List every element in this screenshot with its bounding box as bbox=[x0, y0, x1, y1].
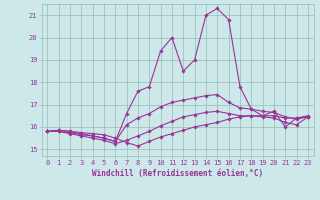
X-axis label: Windchill (Refroidissement éolien,°C): Windchill (Refroidissement éolien,°C) bbox=[92, 169, 263, 178]
